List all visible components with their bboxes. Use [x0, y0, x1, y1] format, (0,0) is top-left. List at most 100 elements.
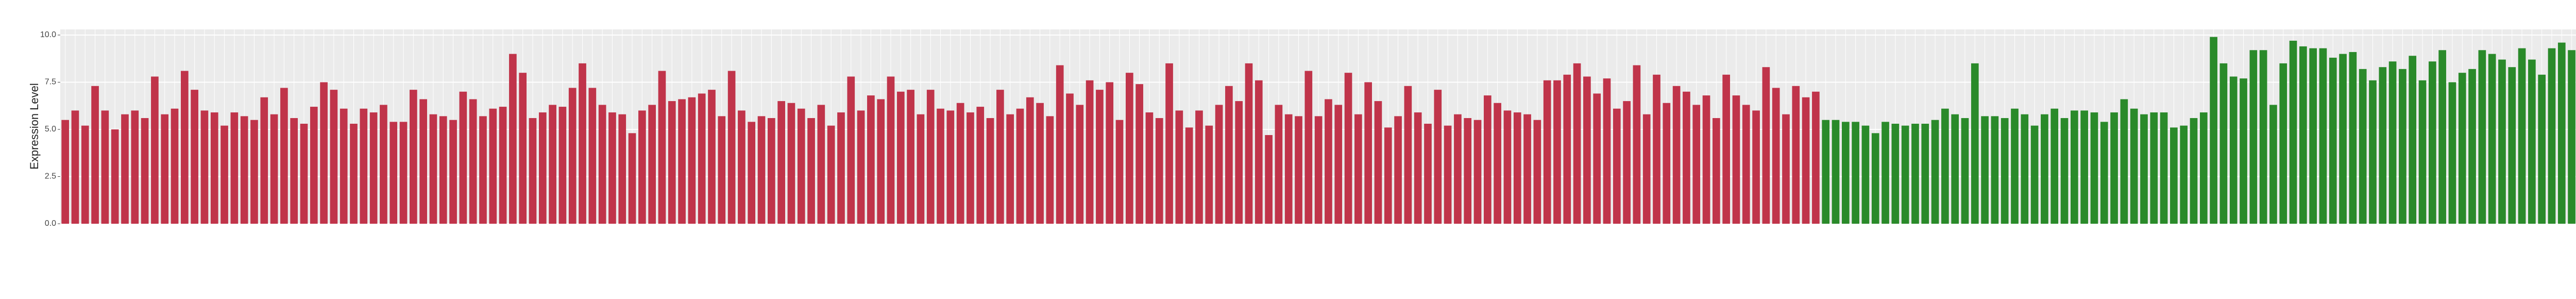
bar: [1623, 101, 1631, 224]
bar: [967, 112, 974, 224]
bar: [1215, 105, 1223, 224]
bar: [1871, 133, 1879, 224]
bar: [1981, 116, 1989, 224]
bar: [568, 88, 577, 224]
bar: [459, 91, 467, 224]
y-tick-label: 5.0: [45, 125, 56, 134]
bar: [907, 90, 914, 224]
bar: [678, 99, 686, 224]
bar: [797, 108, 805, 224]
bar: [290, 118, 298, 224]
y-tick-label: 2.5: [45, 172, 56, 181]
bar: [1633, 65, 1641, 224]
bar: [1941, 108, 1949, 224]
bar: [1295, 116, 1302, 224]
bar: [340, 108, 348, 224]
bar: [469, 99, 477, 224]
bar: [1782, 114, 1790, 224]
bar: [1434, 90, 1442, 224]
bar: [479, 116, 487, 224]
bar: [250, 120, 258, 224]
bar: [727, 71, 736, 224]
bar: [1822, 120, 1830, 224]
bar: [1046, 116, 1054, 224]
bar: [1503, 110, 1512, 224]
bar: [738, 110, 745, 224]
bar: [330, 90, 338, 224]
bar: [2070, 110, 2078, 224]
bar: [1136, 84, 1143, 224]
bar: [538, 112, 547, 224]
bar: [2050, 108, 2059, 224]
bar: [688, 97, 696, 224]
bar: [1076, 105, 1084, 224]
bar: [1642, 114, 1651, 224]
bar: [1951, 114, 1959, 224]
bar: [608, 112, 616, 224]
bar: [986, 118, 994, 224]
bar: [2140, 114, 2148, 224]
bar: [926, 90, 935, 224]
bar: [1553, 80, 1561, 224]
bar: [777, 101, 785, 224]
bar: [1494, 103, 1501, 224]
bar: [2349, 52, 2357, 224]
bar: [579, 63, 586, 224]
bar: [837, 112, 845, 224]
bar: [1663, 103, 1671, 224]
bar: [1096, 90, 1104, 224]
bar: [2399, 69, 2406, 224]
bar: [1593, 93, 1601, 224]
bar: [698, 93, 706, 224]
bar: [1185, 127, 1193, 224]
bar: [1155, 118, 1163, 224]
bar: [1901, 125, 1909, 224]
bar: [2538, 74, 2546, 224]
bar: [2299, 46, 2307, 224]
bar: [240, 116, 248, 224]
bar: [1284, 114, 1293, 224]
bar: [389, 122, 398, 224]
bar: [976, 107, 985, 224]
bar: [300, 124, 308, 224]
bar: [1792, 86, 1800, 224]
y-tick-label: 10.0: [40, 30, 56, 39]
bar: [2388, 61, 2397, 224]
bar: [1991, 116, 1999, 224]
bar: [1314, 116, 1323, 224]
bar: [200, 110, 209, 224]
y-tick-label: 0.0: [45, 219, 56, 228]
bar: [847, 76, 855, 224]
bar: [2458, 73, 2466, 224]
bar: [2110, 112, 2118, 224]
bar: [2568, 50, 2575, 224]
bar: [2548, 48, 2556, 224]
bar: [1454, 114, 1462, 224]
bar: [2259, 50, 2267, 224]
bar: [270, 114, 278, 224]
bar: [191, 90, 198, 224]
bar: [1802, 97, 1810, 224]
bar: [2190, 118, 2198, 224]
bar: [350, 124, 358, 224]
bar: [1533, 120, 1541, 224]
bar: [1742, 105, 1750, 224]
bar: [419, 99, 427, 224]
bar: [439, 116, 447, 224]
bar: [1961, 118, 1969, 224]
bar: [1334, 105, 1343, 224]
bar: [1852, 122, 1859, 224]
bar: [2379, 67, 2387, 224]
bar: [558, 107, 567, 224]
bar: [2249, 50, 2258, 224]
bar: [1394, 116, 1402, 224]
bar: [946, 110, 955, 224]
bar: [320, 82, 328, 224]
bar: [1255, 80, 1263, 224]
bar: [131, 110, 139, 224]
bar: [1911, 124, 1919, 224]
bar: [817, 105, 825, 224]
bar: [2219, 63, 2228, 224]
bar: [2418, 80, 2427, 224]
bar: [2130, 108, 2138, 224]
